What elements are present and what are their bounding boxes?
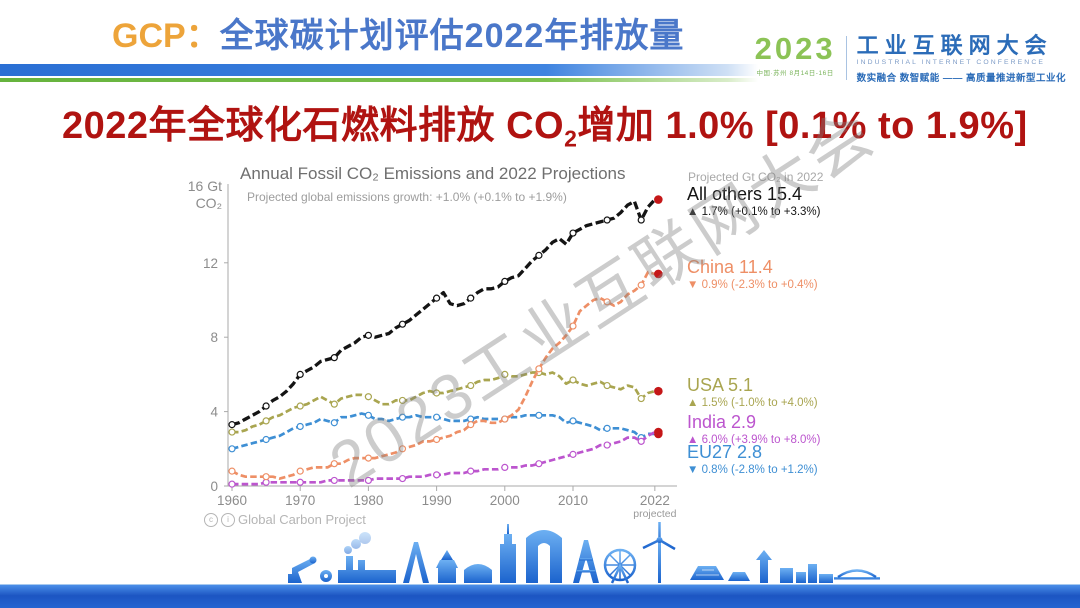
- svg-text:2022: 2022: [640, 493, 670, 508]
- svg-text:1970: 1970: [285, 493, 315, 508]
- chart-attribution: c i Global Carbon Project: [204, 512, 366, 527]
- dome-hall-icon: [464, 564, 492, 583]
- header-rule-green: [0, 78, 758, 82]
- legend-change: ▼ 0.8% (-2.8% to +1.2%): [687, 464, 818, 476]
- svg-text:0: 0: [210, 479, 218, 494]
- svg-text:12: 12: [203, 256, 218, 271]
- headline-part1: 2022年全球化石燃料排放 CO: [62, 105, 565, 147]
- skyscraper-icon: [500, 524, 516, 583]
- legend-header: Projected Gt CO₂ in 2022: [688, 170, 824, 184]
- logo-year-block: 2023 中国·苏州 8月14日-16日: [754, 31, 836, 77]
- chart-title: Annual Fossil CO₂ Emissions and 2022 Pro…: [240, 164, 626, 183]
- logo-name-cn: 工业互联网大会: [856, 33, 1053, 58]
- slide-header: GCP：全球碳计划评估2022年排放量: [112, 8, 684, 57]
- wind-turbine-icon: [642, 522, 676, 583]
- main-headline: 2022年全球化石燃料排放 CO2增加 1.0% [0.1% to 1.9%]: [62, 94, 1028, 153]
- legend-all-others: All others 15.4 ▲ 1.7% (+0.1% to +3.3%): [687, 184, 820, 218]
- headline-part2: 增加 1.0% [0.1% to 1.9%]: [577, 105, 1028, 147]
- legend-change: ▲ 1.7% (+0.1% to +3.3%): [687, 206, 821, 218]
- svg-text:8: 8: [210, 330, 218, 345]
- bridge-icon: [834, 569, 880, 580]
- factory-icon: [338, 532, 396, 583]
- logo-divider: [845, 36, 847, 80]
- legend-change: ▲ 6.0% (+3.9% to +8.0%): [687, 434, 821, 446]
- bottom-blue-band: [0, 584, 1080, 608]
- legend-change: ▼ 0.9% (-2.3% to +0.4%): [687, 279, 818, 291]
- logo-tagline: 数实融合 数智赋能 —— 高质量推进新型工业化: [856, 73, 1066, 84]
- svg-text:2000: 2000: [490, 493, 520, 508]
- svg-text:2010: 2010: [558, 493, 588, 508]
- legend-label: India 2.9: [687, 412, 757, 432]
- logo-year: 2023: [754, 31, 836, 66]
- legend-china: China 11.4 ▼ 0.9% (-2.3% to +0.4%): [687, 257, 818, 291]
- conference-logo: 2023 中国·苏州 8月14日-16日 工业互联网大会 INDUSTRIAL …: [754, 31, 1066, 85]
- y-axis-top-label: 16 Gt CO₂: [150, 178, 222, 212]
- robot-arm-icon: [288, 556, 317, 583]
- svg-text:1960: 1960: [217, 493, 247, 508]
- legend-label: EU27 2.8: [687, 442, 763, 462]
- svg-text:1990: 1990: [422, 493, 452, 508]
- gate-of-orient-icon: [526, 530, 562, 583]
- header-title: 全球碳计划评估2022年排放量: [219, 17, 685, 55]
- legend-eu27: EU27 2.8 ▼ 0.8% (-2.8% to +1.2%): [687, 442, 818, 476]
- gcp-label: GCP：: [112, 17, 220, 55]
- logo-name-en: INDUSTRIAL INTERNET CONFERENCE: [856, 59, 1045, 66]
- y-axis-top-label-line1: 16 Gt: [187, 178, 222, 194]
- derrick-icon: [403, 542, 429, 583]
- legend-india: India 2.9 ▲ 6.0% (+3.9% to +8.0%): [687, 412, 820, 446]
- logo-venue: 中国·苏州 8月14日-16日: [756, 70, 834, 77]
- ferris-wheel-icon: [603, 548, 637, 584]
- chart-subtitle: Projected global emissions growth: +1.0%…: [247, 190, 567, 204]
- tower-icon: [573, 540, 599, 583]
- legend-change: ▲ 1.5% (-1.0% to +4.0%): [687, 397, 818, 409]
- solar-panel-icon: [690, 566, 750, 581]
- header-rule-blue: [0, 64, 758, 76]
- legend-label: USA 5.1: [687, 375, 754, 395]
- attribution-text: Global Carbon Project: [238, 512, 366, 527]
- pylon-icon: [756, 550, 772, 583]
- city-skyline-graphic: [288, 522, 880, 584]
- legend-label: All others 15.4: [687, 184, 803, 204]
- legend-usa: USA 5.1 ▲ 1.5% (-1.0% to +4.0%): [687, 375, 818, 409]
- by-icon: i: [221, 512, 235, 527]
- headline-subscript: 2: [564, 125, 578, 152]
- logo-name-block: 工业互联网大会 INDUSTRIAL INTERNET CONFERENCE 数…: [856, 33, 1066, 85]
- pagoda-icon: [436, 550, 458, 583]
- svg-text:4: 4: [210, 405, 218, 420]
- legend-label: China 11.4: [687, 257, 773, 277]
- svg-text:1980: 1980: [353, 493, 383, 508]
- y-axis-top-label-line2: CO₂: [195, 195, 222, 211]
- cc-icon: c: [204, 512, 218, 527]
- svg-text:projected: projected: [633, 508, 676, 520]
- low-buildings-icon: [780, 564, 833, 583]
